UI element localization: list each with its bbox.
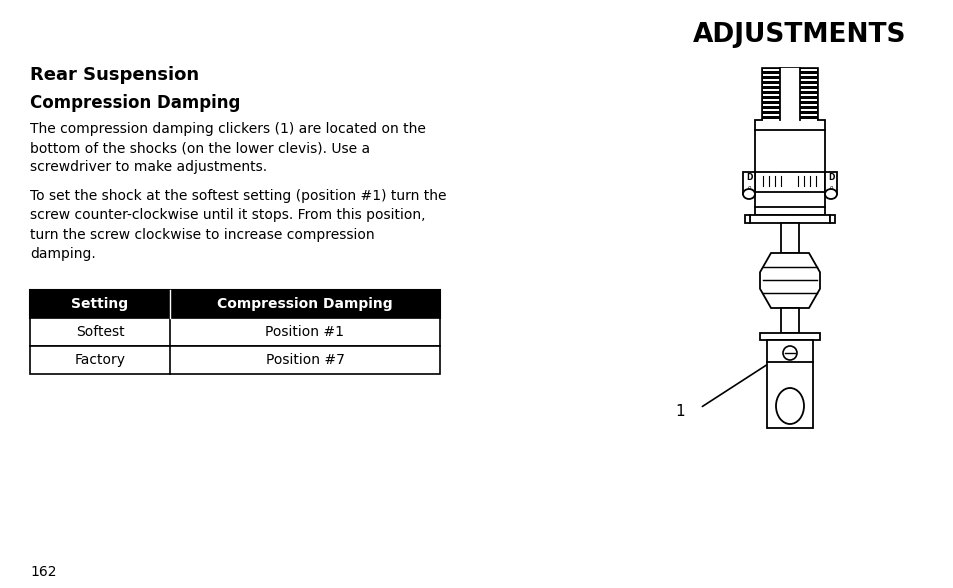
Circle shape — [782, 346, 796, 360]
Bar — [829, 215, 834, 223]
Ellipse shape — [742, 189, 754, 199]
Polygon shape — [760, 253, 820, 308]
Bar — [762, 104, 816, 106]
Text: D: D — [827, 172, 833, 182]
Text: 162: 162 — [30, 565, 56, 579]
Bar — [780, 68, 800, 120]
Text: Compression Damping: Compression Damping — [217, 297, 393, 311]
Ellipse shape — [824, 189, 836, 199]
Text: D: D — [745, 172, 751, 182]
Text: Position #7: Position #7 — [265, 353, 344, 367]
Ellipse shape — [775, 388, 803, 424]
Bar — [754, 120, 824, 215]
Bar — [762, 114, 816, 116]
Text: 0: 0 — [746, 185, 750, 191]
Bar — [762, 79, 816, 81]
Text: 0: 0 — [828, 185, 832, 191]
Bar — [781, 223, 799, 253]
Bar — [762, 89, 816, 91]
Text: ADJUSTMENTS: ADJUSTMENTS — [693, 22, 905, 48]
Text: Softest: Softest — [75, 325, 124, 339]
Bar — [824, 172, 836, 194]
Text: Compression Damping: Compression Damping — [30, 94, 240, 112]
Bar — [762, 119, 816, 121]
Bar — [762, 109, 816, 111]
Bar — [742, 172, 754, 194]
Bar — [762, 84, 816, 86]
Text: Position #1: Position #1 — [265, 325, 344, 339]
Text: Setting: Setting — [71, 297, 129, 311]
Bar — [30, 318, 439, 346]
Bar — [762, 74, 816, 76]
Bar — [762, 99, 816, 101]
Bar — [766, 340, 812, 428]
Bar — [762, 69, 816, 71]
Text: The compression damping clickers (1) are located on the
bottom of the shocks (on: The compression damping clickers (1) are… — [30, 122, 425, 175]
Bar — [762, 94, 816, 96]
Bar — [761, 68, 817, 120]
Bar — [760, 333, 820, 340]
Bar — [744, 215, 749, 223]
Bar — [781, 308, 799, 333]
Text: Factory: Factory — [74, 353, 126, 367]
Bar — [30, 346, 439, 374]
Text: To set the shock at the softest setting (position #1) turn the
screw counter-clo: To set the shock at the softest setting … — [30, 189, 446, 261]
Bar — [30, 290, 439, 318]
Text: 1: 1 — [675, 403, 684, 419]
Bar — [749, 215, 829, 223]
Text: Rear Suspension: Rear Suspension — [30, 66, 199, 84]
